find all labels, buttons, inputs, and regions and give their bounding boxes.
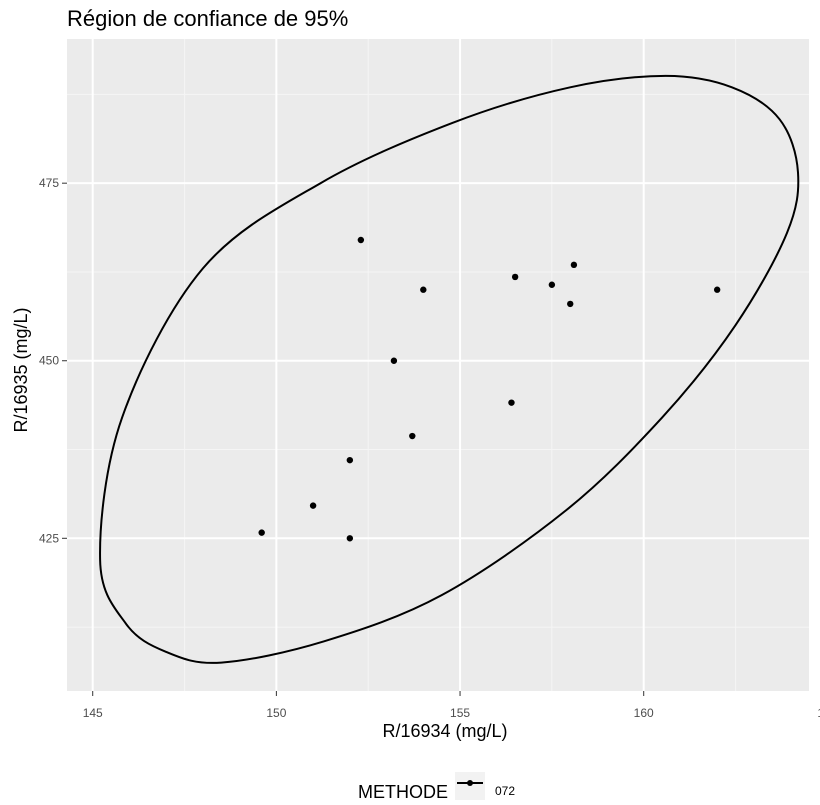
x-axis: 145 150 155 160 165 (83, 691, 820, 720)
confidence-ellipse (99, 74, 800, 664)
data-point (570, 261, 578, 269)
data-point (346, 456, 354, 464)
legend: METHODE 072 (358, 772, 515, 802)
grid-minor (67, 39, 809, 691)
plot-panel (67, 39, 809, 691)
x-tick-label: 155 (450, 706, 470, 720)
data-point (390, 357, 398, 364)
data-point (346, 535, 354, 542)
data-point (567, 300, 574, 308)
data-point (409, 432, 416, 440)
legend-title: METHODE (358, 782, 448, 802)
y-axis-title: R/16935 (mg/L) (11, 307, 31, 432)
chart-title: Région de confiance de 95% (67, 6, 348, 31)
grid-major (67, 39, 809, 691)
data-point (357, 236, 365, 244)
data-point (511, 273, 519, 281)
x-tick-label: 145 (83, 706, 103, 720)
x-axis-title: R/16934 (mg/L) (382, 721, 507, 741)
data-point (420, 286, 427, 293)
x-tick-label: 150 (266, 706, 286, 720)
data-point (309, 502, 317, 509)
data-point (548, 281, 556, 288)
data-point (508, 399, 515, 406)
y-tick-label: 425 (39, 531, 59, 545)
data-points (258, 236, 721, 542)
data-point (713, 286, 721, 293)
y-tick-label: 450 (39, 354, 59, 368)
y-tick-label: 475 (39, 176, 59, 190)
x-tick-label: 160 (634, 706, 654, 720)
x-tick-label: 165 (817, 706, 820, 720)
legend-key-point (467, 780, 473, 786)
y-axis: 425 450 475 (39, 176, 67, 545)
data-point (258, 529, 265, 536)
legend-label: 072 (495, 784, 515, 798)
